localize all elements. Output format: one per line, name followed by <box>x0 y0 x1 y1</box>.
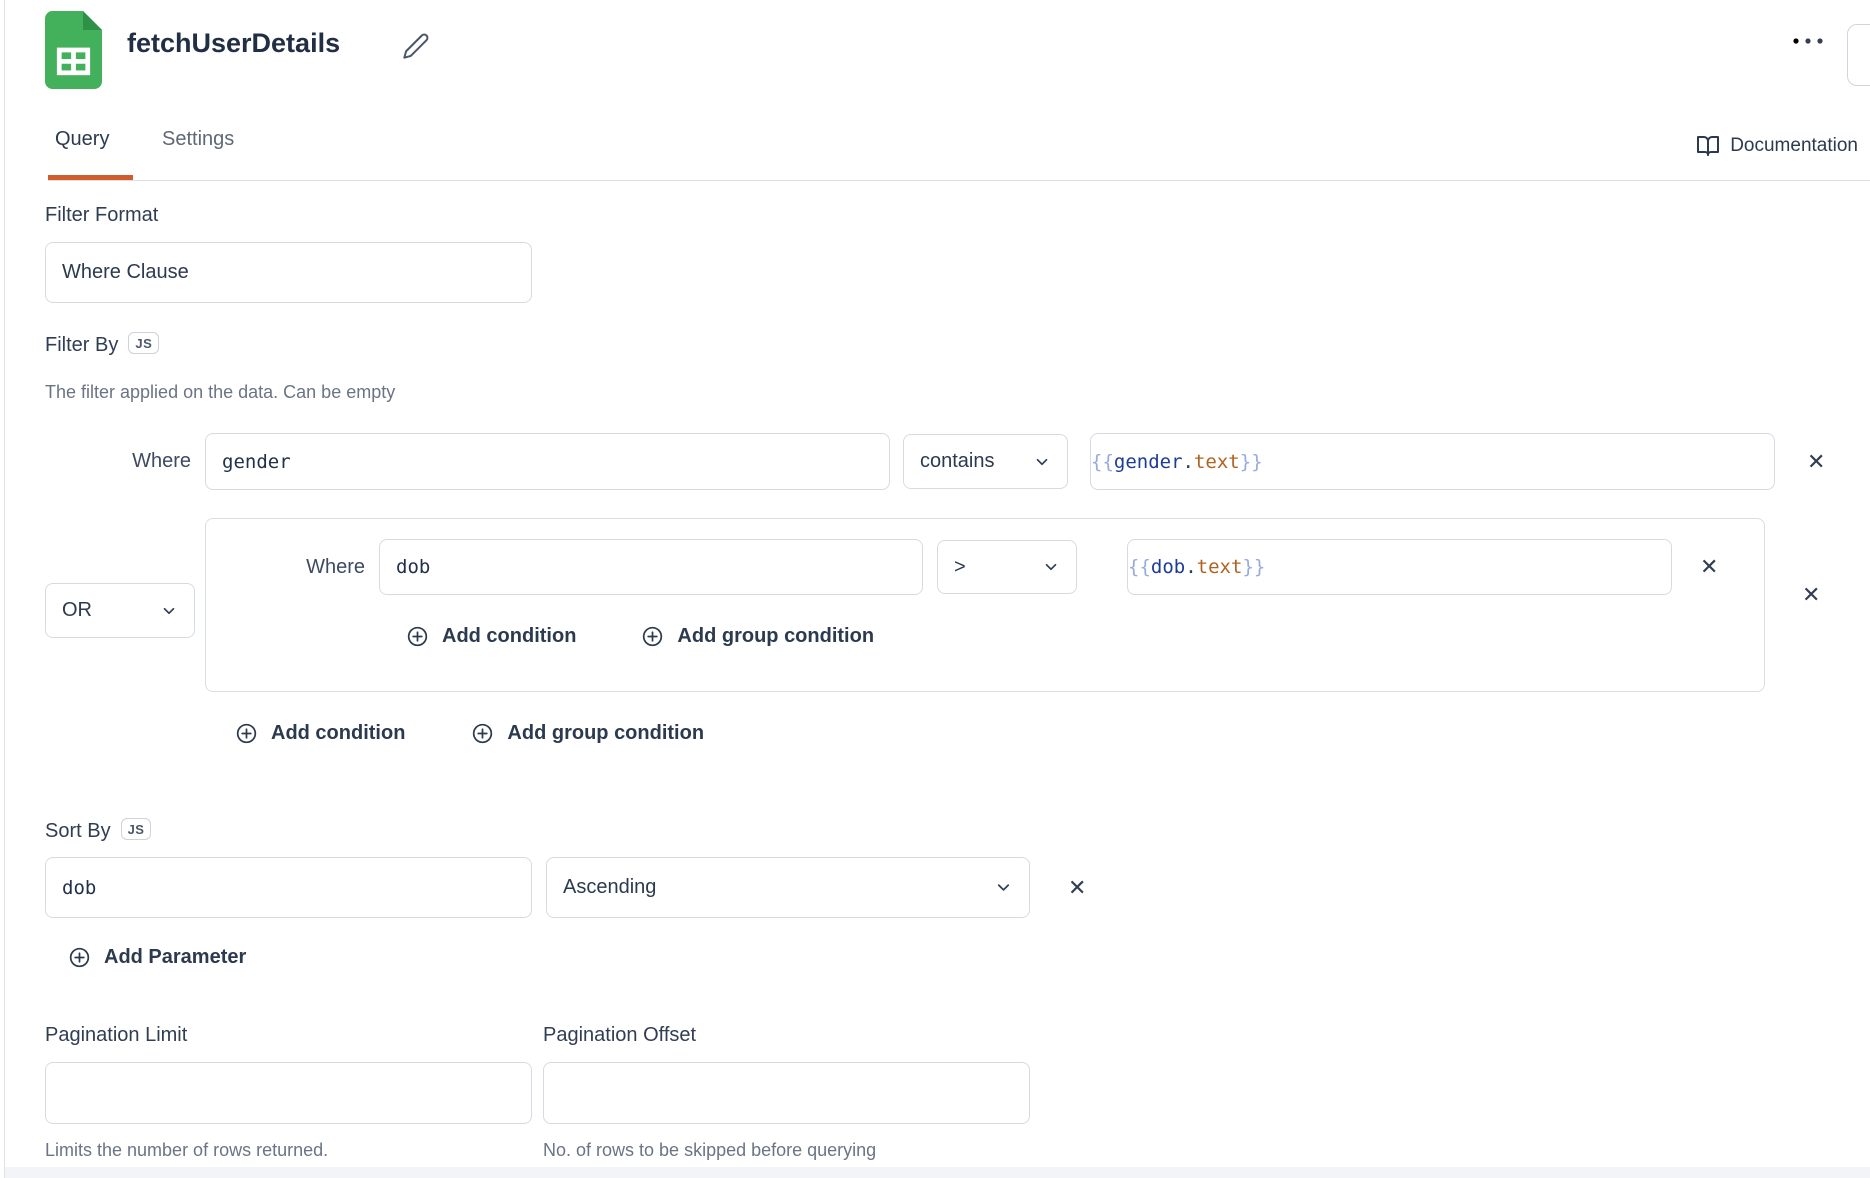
sort-order-value: Ascending <box>563 876 657 898</box>
tabs-divider <box>48 180 1870 181</box>
condition-group: Where > {{dob.text}} ✕ Add condition Add… <box>205 518 1765 692</box>
pagination-limit-label: Pagination Limit <box>45 1024 188 1046</box>
sort-column-input[interactable] <box>45 857 532 918</box>
tab-query[interactable]: Query <box>55 128 110 150</box>
group-condition-column-input[interactable] <box>379 539 923 595</box>
book-icon <box>1696 134 1720 158</box>
group-condition-value-field[interactable]: {{dob.text}} <box>1127 539 1672 595</box>
pagination-limit-helper: Limits the number of rows returned. <box>45 1140 329 1160</box>
tab-settings[interactable]: Settings <box>162 128 235 150</box>
delete-condition-button[interactable]: ✕ <box>1807 448 1826 474</box>
add-group-condition-button[interactable]: Add group condition <box>471 722 704 745</box>
group-condition-row: Where > {{dob.text}} ✕ <box>206 539 1718 595</box>
sort-row: Ascending ✕ <box>45 857 1086 918</box>
condition-operator-select[interactable]: contains <box>903 434 1068 489</box>
add-parameter-label: Add Parameter <box>104 946 247 968</box>
group-condition-operator-value: > <box>954 555 966 578</box>
group-add-group-condition-label: Add group condition <box>677 625 875 647</box>
run-button-partial[interactable] <box>1847 24 1870 86</box>
filter-format-value: Where Clause <box>62 261 189 283</box>
chevron-down-icon <box>495 263 515 283</box>
filter-by-label-text: Filter By <box>45 334 119 356</box>
chevron-down-icon <box>1042 558 1060 576</box>
pencil-icon <box>402 32 430 60</box>
more-options-button[interactable] <box>1782 28 1834 54</box>
group-add-condition-label: Add condition <box>442 625 577 647</box>
join-operator-select[interactable]: OR <box>45 583 195 638</box>
where-label: Where <box>132 450 191 472</box>
filter-by-helper: The filter applied on the data. Can be e… <box>45 382 396 402</box>
documentation-link[interactable]: Documentation <box>1696 134 1858 158</box>
condition-value-code: {{gender.text}} <box>1091 450 1263 473</box>
pagination-offset-code-line1: {{(user_details_table.pageNo- <box>558 1118 1015 1123</box>
group-condition-operator-select[interactable]: > <box>937 540 1077 594</box>
filter-condition-row: Where contains {{gender.text}} ✕ <box>45 433 1825 490</box>
delete-sort-button[interactable]: ✕ <box>1068 874 1087 900</box>
filter-format-label: Filter Format <box>45 204 159 226</box>
group-add-row: Add condition Add group condition <box>406 625 874 648</box>
sort-by-label-text: Sort By <box>45 820 111 842</box>
edit-title-button[interactable] <box>402 32 430 60</box>
google-sheets-icon <box>45 11 102 89</box>
active-tab-underline <box>48 175 133 181</box>
js-toggle-badge[interactable]: JS <box>120 818 152 840</box>
plus-circle-icon <box>471 722 494 745</box>
chevron-down-icon <box>994 878 1013 897</box>
delete-group-condition-button[interactable]: ✕ <box>1700 554 1719 579</box>
filter-format-select[interactable]: Where Clause <box>45 242 532 303</box>
group-condition-value-code: {{dob.text}} <box>1128 556 1266 578</box>
delete-group-button[interactable]: ✕ <box>1802 582 1821 607</box>
documentation-label: Documentation <box>1730 135 1858 156</box>
plus-circle-icon <box>235 722 258 745</box>
plus-circle-icon <box>406 625 429 648</box>
filter-add-row: Add condition Add group condition <box>235 722 704 745</box>
chevron-down-icon <box>1033 453 1051 471</box>
more-dots-icon <box>1788 34 1828 48</box>
panel-left-divider <box>4 0 5 1178</box>
join-operator-value: OR <box>62 599 92 621</box>
add-group-condition-label: Add group condition <box>507 722 705 744</box>
add-condition-label: Add condition <box>271 722 406 744</box>
plus-circle-icon <box>68 946 91 969</box>
sort-order-select[interactable]: Ascending <box>546 857 1030 918</box>
pagination-limit-code: {{user_details_table.pageSize}} <box>60 1118 517 1123</box>
group-add-group-condition-button[interactable]: Add group condition <box>641 625 874 648</box>
bottom-panel-edge <box>5 1167 1870 1178</box>
condition-operator-value: contains <box>920 450 995 472</box>
condition-value-field[interactable]: {{gender.text}} <box>1090 433 1775 490</box>
condition-column-input[interactable] <box>205 433 890 490</box>
js-toggle-badge[interactable]: JS <box>128 332 160 354</box>
add-condition-button[interactable]: Add condition <box>235 722 405 745</box>
pagination-offset-label: Pagination Offset <box>543 1024 697 1046</box>
add-parameter-button[interactable]: Add Parameter <box>68 946 246 969</box>
plus-circle-icon <box>641 625 664 648</box>
page-title: fetchUserDetails <box>127 28 341 58</box>
pagination-offset-helper: No. of rows to be skipped before queryin… <box>543 1140 877 1160</box>
chevron-down-icon <box>160 602 178 620</box>
where-label: Where <box>306 555 365 578</box>
pagination-limit-field[interactable]: {{user_details_table.pageSize}} <box>45 1062 532 1124</box>
sort-by-label: Sort By JS <box>45 818 152 843</box>
pagination-offset-field[interactable]: {{(user_details_table.pageNo- 1)*user_de… <box>543 1062 1030 1124</box>
filter-by-label: Filter By JS <box>45 332 160 357</box>
group-add-condition-button[interactable]: Add condition <box>406 625 576 648</box>
